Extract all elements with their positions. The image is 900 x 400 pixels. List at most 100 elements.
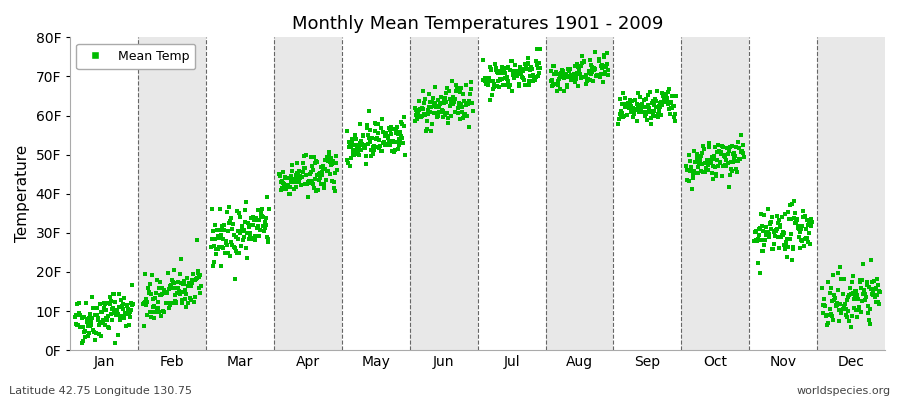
Point: [99, 315, 113, 321]
Point: [643, 108, 657, 115]
Point: [122, 310, 137, 316]
Point: [455, 115, 470, 122]
Point: [191, 270, 205, 276]
Point: [367, 120, 382, 126]
Point: [707, 164, 722, 170]
Point: [165, 300, 179, 306]
Point: [69, 312, 84, 318]
Point: [89, 305, 104, 312]
Point: [184, 283, 198, 290]
Point: [248, 217, 262, 224]
Point: [140, 299, 154, 306]
Point: [734, 132, 748, 138]
Point: [124, 300, 139, 306]
Point: [172, 271, 186, 277]
Point: [871, 301, 886, 307]
Point: [386, 126, 400, 132]
Point: [544, 82, 559, 89]
Point: [438, 90, 453, 96]
Point: [844, 291, 859, 297]
Point: [636, 104, 651, 110]
Point: [592, 72, 607, 78]
Point: [753, 270, 768, 276]
Point: [794, 236, 808, 243]
Point: [568, 79, 582, 86]
Point: [632, 109, 646, 115]
Point: [865, 279, 879, 285]
Point: [115, 313, 130, 320]
Point: [631, 90, 645, 96]
Point: [653, 99, 668, 106]
Point: [550, 82, 564, 88]
Point: [282, 174, 296, 181]
Point: [780, 236, 795, 242]
Point: [822, 312, 836, 318]
Point: [565, 76, 580, 82]
Point: [324, 155, 338, 161]
Point: [710, 148, 724, 155]
Point: [457, 111, 472, 118]
Point: [328, 160, 343, 167]
Point: [770, 234, 785, 240]
Point: [565, 76, 580, 83]
Point: [273, 172, 287, 179]
Point: [596, 78, 610, 85]
Point: [122, 322, 136, 328]
Point: [487, 84, 501, 90]
Point: [246, 222, 260, 228]
Point: [245, 222, 259, 228]
Point: [425, 121, 439, 127]
Point: [307, 154, 321, 160]
Point: [150, 277, 165, 284]
Point: [554, 70, 569, 76]
Point: [453, 89, 467, 96]
Point: [689, 151, 704, 157]
Point: [643, 89, 657, 96]
Point: [832, 318, 847, 324]
Point: [777, 229, 791, 236]
Point: [512, 80, 526, 87]
Point: [572, 69, 586, 76]
Point: [295, 169, 310, 176]
Point: [528, 74, 543, 80]
Point: [805, 216, 819, 222]
Point: [253, 227, 267, 234]
Point: [350, 149, 365, 155]
Point: [509, 69, 524, 76]
Point: [699, 158, 714, 164]
Point: [370, 144, 384, 150]
Point: [302, 178, 316, 184]
Point: [238, 245, 253, 251]
Point: [623, 97, 637, 104]
Point: [761, 234, 776, 241]
Point: [719, 156, 733, 163]
Point: [217, 227, 231, 234]
Point: [694, 168, 708, 175]
Point: [599, 60, 614, 67]
Point: [216, 245, 230, 252]
Point: [646, 98, 661, 104]
Point: [278, 174, 293, 180]
Point: [799, 226, 814, 232]
Point: [229, 234, 243, 241]
Point: [533, 45, 547, 52]
Point: [415, 105, 429, 111]
Point: [632, 104, 646, 111]
Point: [580, 80, 594, 87]
Point: [166, 280, 181, 286]
Point: [489, 64, 503, 71]
Point: [513, 68, 527, 75]
Point: [179, 303, 194, 310]
Point: [464, 79, 478, 86]
Point: [164, 281, 178, 288]
Point: [187, 299, 202, 305]
Point: [663, 99, 678, 105]
Point: [379, 141, 393, 148]
Point: [292, 179, 307, 185]
Point: [395, 134, 410, 141]
Point: [376, 140, 391, 146]
Point: [300, 181, 314, 188]
Point: [176, 289, 191, 296]
Point: [652, 100, 667, 106]
Point: [555, 68, 570, 74]
